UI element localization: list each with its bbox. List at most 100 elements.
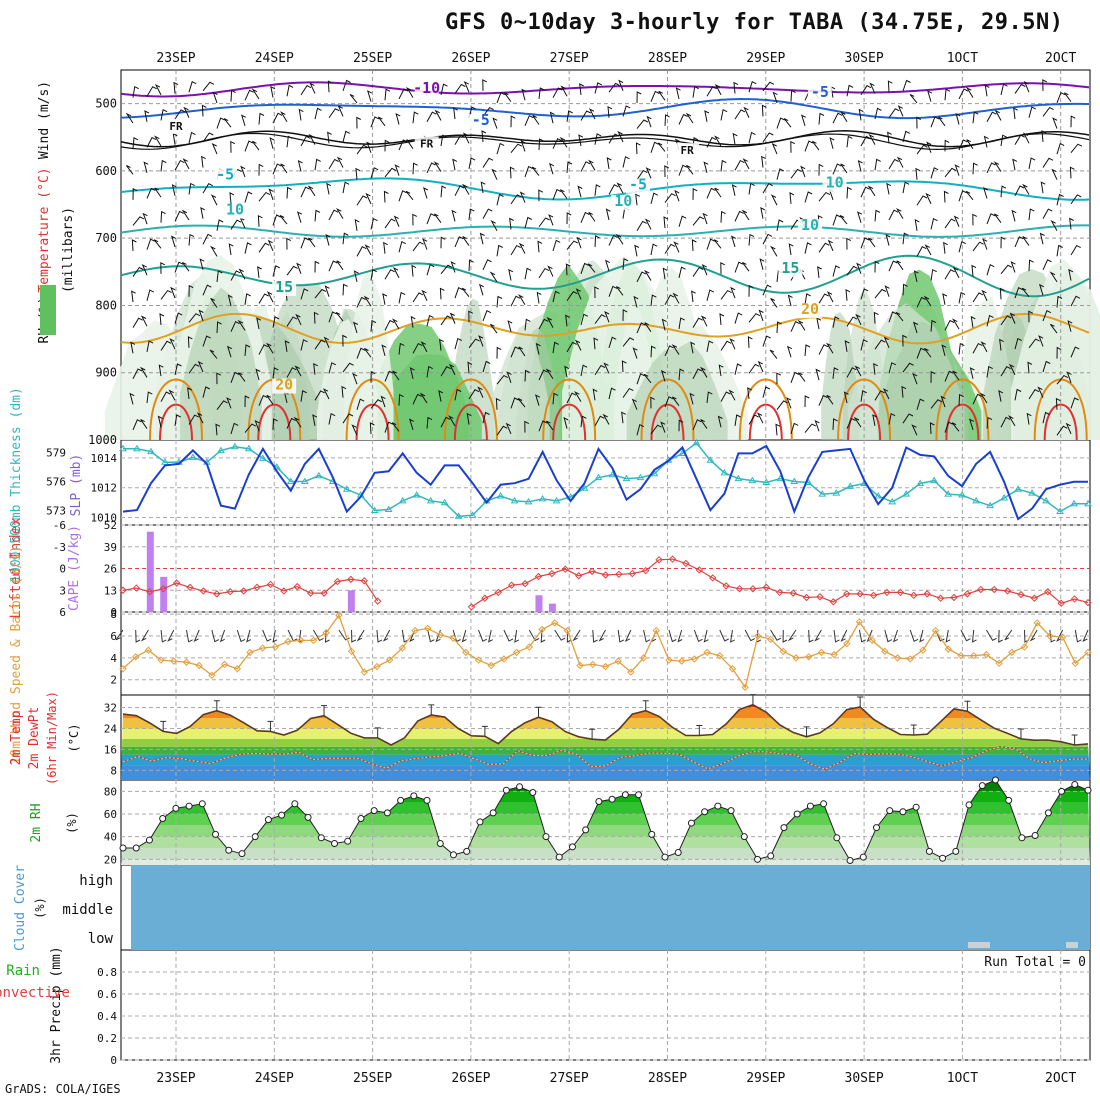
top-date-label: 1OCT [947, 51, 978, 66]
wind-barb [342, 362, 354, 373]
wind-barb [426, 162, 436, 174]
wind-barb [129, 392, 135, 405]
wind-barb [972, 111, 979, 124]
wind-barb [244, 423, 257, 433]
wind-barb [174, 312, 183, 324]
wind-barb [982, 187, 989, 199]
wind-barb [552, 239, 561, 252]
wind-barb [160, 159, 167, 172]
wind-barb [286, 135, 293, 148]
wind-barb [804, 293, 811, 305]
lifted-index-point [963, 590, 972, 598]
slp-line [122, 444, 1088, 521]
wind10m-speed-point [144, 646, 153, 654]
rh-band [121, 814, 1090, 826]
wind-barb [662, 267, 668, 280]
wind-barb [410, 315, 416, 328]
wind-barb [552, 138, 562, 149]
wind-barb [692, 85, 699, 98]
wind10m-speed-point [360, 668, 368, 676]
wind-barb [312, 414, 318, 426]
lifted-index-point [722, 582, 730, 590]
wind-barb [328, 108, 340, 119]
wind-barb [873, 311, 879, 324]
rh2m-point [595, 798, 603, 806]
wind-barb [255, 368, 261, 381]
lifted-index-point [829, 598, 838, 606]
wind-barb [496, 374, 509, 385]
upper-ytick-700: 700 [95, 231, 117, 245]
wind-barb [382, 293, 388, 305]
wind-barb [762, 284, 772, 296]
wind-barb [284, 340, 290, 352]
rh2m-point [344, 837, 352, 845]
wind-barb [734, 414, 741, 426]
wind-barb [944, 139, 950, 152]
wind-barb [902, 413, 914, 424]
wind-barb [958, 139, 968, 151]
wind-barb [888, 158, 899, 170]
upper-ytick-500: 500 [95, 97, 117, 111]
rh2m-point [304, 813, 312, 821]
wind-barb [412, 162, 418, 175]
wind-barb [538, 189, 544, 202]
wind10m-speed-point [830, 650, 838, 659]
wind-barb [419, 392, 428, 404]
cape-ytick: 52 [104, 519, 117, 532]
wind-barb [678, 266, 686, 278]
lifted-index-point [615, 570, 623, 579]
li-ytick: 3 [59, 584, 66, 597]
rh2m-point [714, 802, 722, 810]
lifted-index-point [561, 565, 569, 573]
wind-barb [860, 390, 867, 402]
rh2m-point [912, 803, 920, 811]
wind-barb [216, 117, 225, 129]
wind-barb [728, 389, 736, 401]
cape-axis-label: CAPE (J/kg) [67, 525, 82, 611]
wind-barb [858, 108, 864, 121]
wind-barb [160, 108, 168, 121]
wind-barb [440, 236, 446, 249]
wind-barb [1042, 411, 1050, 424]
wind-barb [503, 92, 512, 102]
wind-barb [519, 191, 526, 203]
wind10m-barb [1029, 629, 1038, 642]
wind10m-speed-point [944, 645, 953, 653]
thickness-point [1042, 496, 1050, 504]
wind10m-barb [744, 629, 756, 642]
rh-band [121, 859, 1090, 865]
wind-barb [734, 363, 742, 375]
thickness-point [874, 492, 883, 499]
wind-barb [300, 390, 307, 402]
wind-barb [300, 288, 309, 300]
wind10m-speed-point [563, 626, 572, 635]
wind-barb [916, 195, 928, 206]
wind-barb [872, 414, 878, 426]
wind-barb [349, 93, 358, 104]
contour-label: -5 [629, 176, 647, 194]
wind10m-barb [503, 629, 514, 642]
wind-barb [521, 88, 527, 101]
wind-barb [888, 311, 897, 323]
wind-barb [421, 289, 428, 301]
wind-barb [901, 385, 907, 398]
wind-barb [943, 241, 948, 254]
wind-barb [972, 162, 978, 175]
wind10m-barb [219, 629, 226, 643]
wind-barb [230, 140, 236, 153]
wind-barb [930, 217, 938, 230]
wind-barb [364, 348, 372, 358]
rh2m-point [331, 839, 339, 847]
wind-barb [352, 321, 359, 334]
wind-barb [370, 167, 379, 179]
lifted-index-point [333, 577, 342, 586]
wind-barb [622, 105, 631, 117]
wind10m-speed-point [970, 651, 978, 660]
thickness-point [818, 490, 827, 497]
wind-barb [965, 86, 974, 98]
wind-barb [453, 107, 458, 120]
wind-barb [146, 391, 153, 404]
wind-barb [1070, 244, 1081, 256]
wind-barb [1011, 209, 1017, 222]
wind-barb [479, 232, 485, 245]
